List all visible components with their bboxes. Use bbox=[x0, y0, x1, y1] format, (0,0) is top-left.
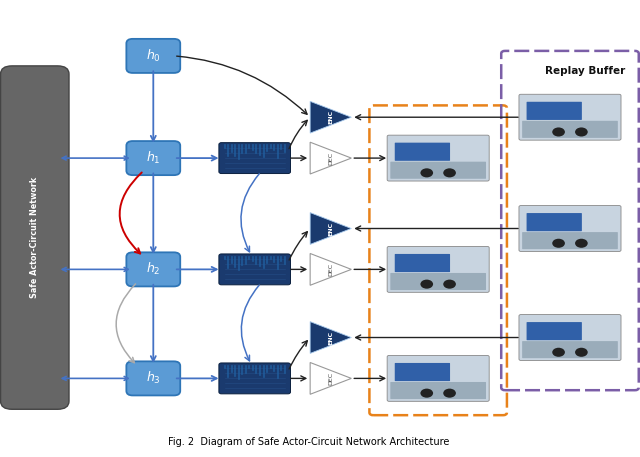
Circle shape bbox=[552, 348, 565, 357]
FancyArrowPatch shape bbox=[289, 232, 307, 260]
FancyArrowPatch shape bbox=[177, 56, 307, 114]
Text: $h_2$: $h_2$ bbox=[146, 261, 161, 277]
FancyBboxPatch shape bbox=[527, 213, 582, 231]
FancyBboxPatch shape bbox=[126, 361, 180, 395]
FancyArrowPatch shape bbox=[291, 376, 306, 381]
FancyArrowPatch shape bbox=[177, 155, 216, 160]
FancyBboxPatch shape bbox=[395, 143, 450, 161]
FancyBboxPatch shape bbox=[387, 246, 489, 292]
FancyBboxPatch shape bbox=[1, 66, 69, 409]
FancyBboxPatch shape bbox=[522, 232, 618, 249]
FancyBboxPatch shape bbox=[527, 322, 582, 340]
Text: DEC: DEC bbox=[328, 152, 333, 165]
FancyBboxPatch shape bbox=[519, 206, 621, 251]
Polygon shape bbox=[310, 101, 351, 133]
Circle shape bbox=[575, 348, 588, 357]
FancyArrowPatch shape bbox=[354, 376, 385, 381]
FancyBboxPatch shape bbox=[522, 121, 618, 138]
FancyBboxPatch shape bbox=[126, 39, 180, 73]
Circle shape bbox=[444, 388, 456, 398]
FancyArrowPatch shape bbox=[354, 155, 385, 160]
Circle shape bbox=[552, 128, 565, 137]
FancyArrowPatch shape bbox=[62, 267, 128, 271]
FancyArrowPatch shape bbox=[62, 377, 128, 380]
FancyBboxPatch shape bbox=[219, 254, 291, 285]
FancyArrowPatch shape bbox=[289, 341, 307, 369]
Circle shape bbox=[575, 239, 588, 248]
Text: $h_3$: $h_3$ bbox=[146, 370, 161, 387]
FancyBboxPatch shape bbox=[126, 141, 180, 175]
FancyBboxPatch shape bbox=[390, 382, 486, 399]
FancyBboxPatch shape bbox=[519, 94, 621, 140]
Text: ENC: ENC bbox=[328, 222, 333, 235]
Text: DEC: DEC bbox=[328, 263, 333, 276]
FancyArrowPatch shape bbox=[356, 115, 518, 120]
FancyArrowPatch shape bbox=[62, 156, 128, 160]
FancyArrowPatch shape bbox=[354, 267, 385, 272]
Text: Safe Actor-Circuit Network: Safe Actor-Circuit Network bbox=[30, 177, 39, 298]
FancyArrowPatch shape bbox=[356, 226, 518, 231]
FancyArrowPatch shape bbox=[120, 172, 141, 254]
Circle shape bbox=[420, 388, 433, 398]
FancyArrowPatch shape bbox=[116, 284, 136, 363]
Circle shape bbox=[552, 239, 565, 248]
FancyBboxPatch shape bbox=[387, 356, 489, 401]
FancyBboxPatch shape bbox=[219, 143, 291, 174]
Text: ENC: ENC bbox=[328, 110, 333, 124]
Circle shape bbox=[444, 168, 456, 177]
FancyBboxPatch shape bbox=[390, 273, 486, 290]
FancyBboxPatch shape bbox=[395, 363, 450, 381]
FancyBboxPatch shape bbox=[522, 341, 618, 358]
FancyArrowPatch shape bbox=[151, 285, 156, 361]
FancyArrowPatch shape bbox=[291, 155, 306, 160]
Circle shape bbox=[420, 280, 433, 289]
FancyBboxPatch shape bbox=[395, 254, 450, 272]
Text: $h_1$: $h_1$ bbox=[146, 150, 161, 166]
FancyArrowPatch shape bbox=[177, 376, 216, 381]
Polygon shape bbox=[310, 322, 351, 353]
Circle shape bbox=[575, 128, 588, 137]
FancyArrowPatch shape bbox=[151, 71, 156, 141]
Text: $h_0$: $h_0$ bbox=[146, 48, 161, 64]
Polygon shape bbox=[310, 362, 351, 394]
FancyArrowPatch shape bbox=[177, 267, 216, 272]
Polygon shape bbox=[310, 213, 351, 244]
Text: ENC: ENC bbox=[328, 330, 333, 345]
Polygon shape bbox=[310, 142, 351, 174]
FancyArrowPatch shape bbox=[241, 174, 259, 252]
Circle shape bbox=[444, 280, 456, 289]
FancyBboxPatch shape bbox=[126, 252, 180, 287]
FancyArrowPatch shape bbox=[289, 120, 307, 149]
Text: Fig. 2  Diagram of Safe Actor-Circuit Network Architecture: Fig. 2 Diagram of Safe Actor-Circuit Net… bbox=[168, 437, 449, 447]
FancyBboxPatch shape bbox=[387, 135, 489, 181]
Text: DEC: DEC bbox=[328, 372, 333, 385]
FancyArrowPatch shape bbox=[241, 285, 259, 361]
Circle shape bbox=[420, 168, 433, 177]
FancyBboxPatch shape bbox=[390, 162, 486, 179]
FancyArrowPatch shape bbox=[356, 335, 518, 340]
FancyBboxPatch shape bbox=[519, 314, 621, 361]
FancyBboxPatch shape bbox=[219, 363, 291, 394]
FancyArrowPatch shape bbox=[151, 173, 156, 252]
Polygon shape bbox=[310, 254, 351, 285]
Text: Replay Buffer: Replay Buffer bbox=[545, 66, 626, 76]
FancyArrowPatch shape bbox=[291, 267, 306, 272]
FancyBboxPatch shape bbox=[527, 102, 582, 120]
